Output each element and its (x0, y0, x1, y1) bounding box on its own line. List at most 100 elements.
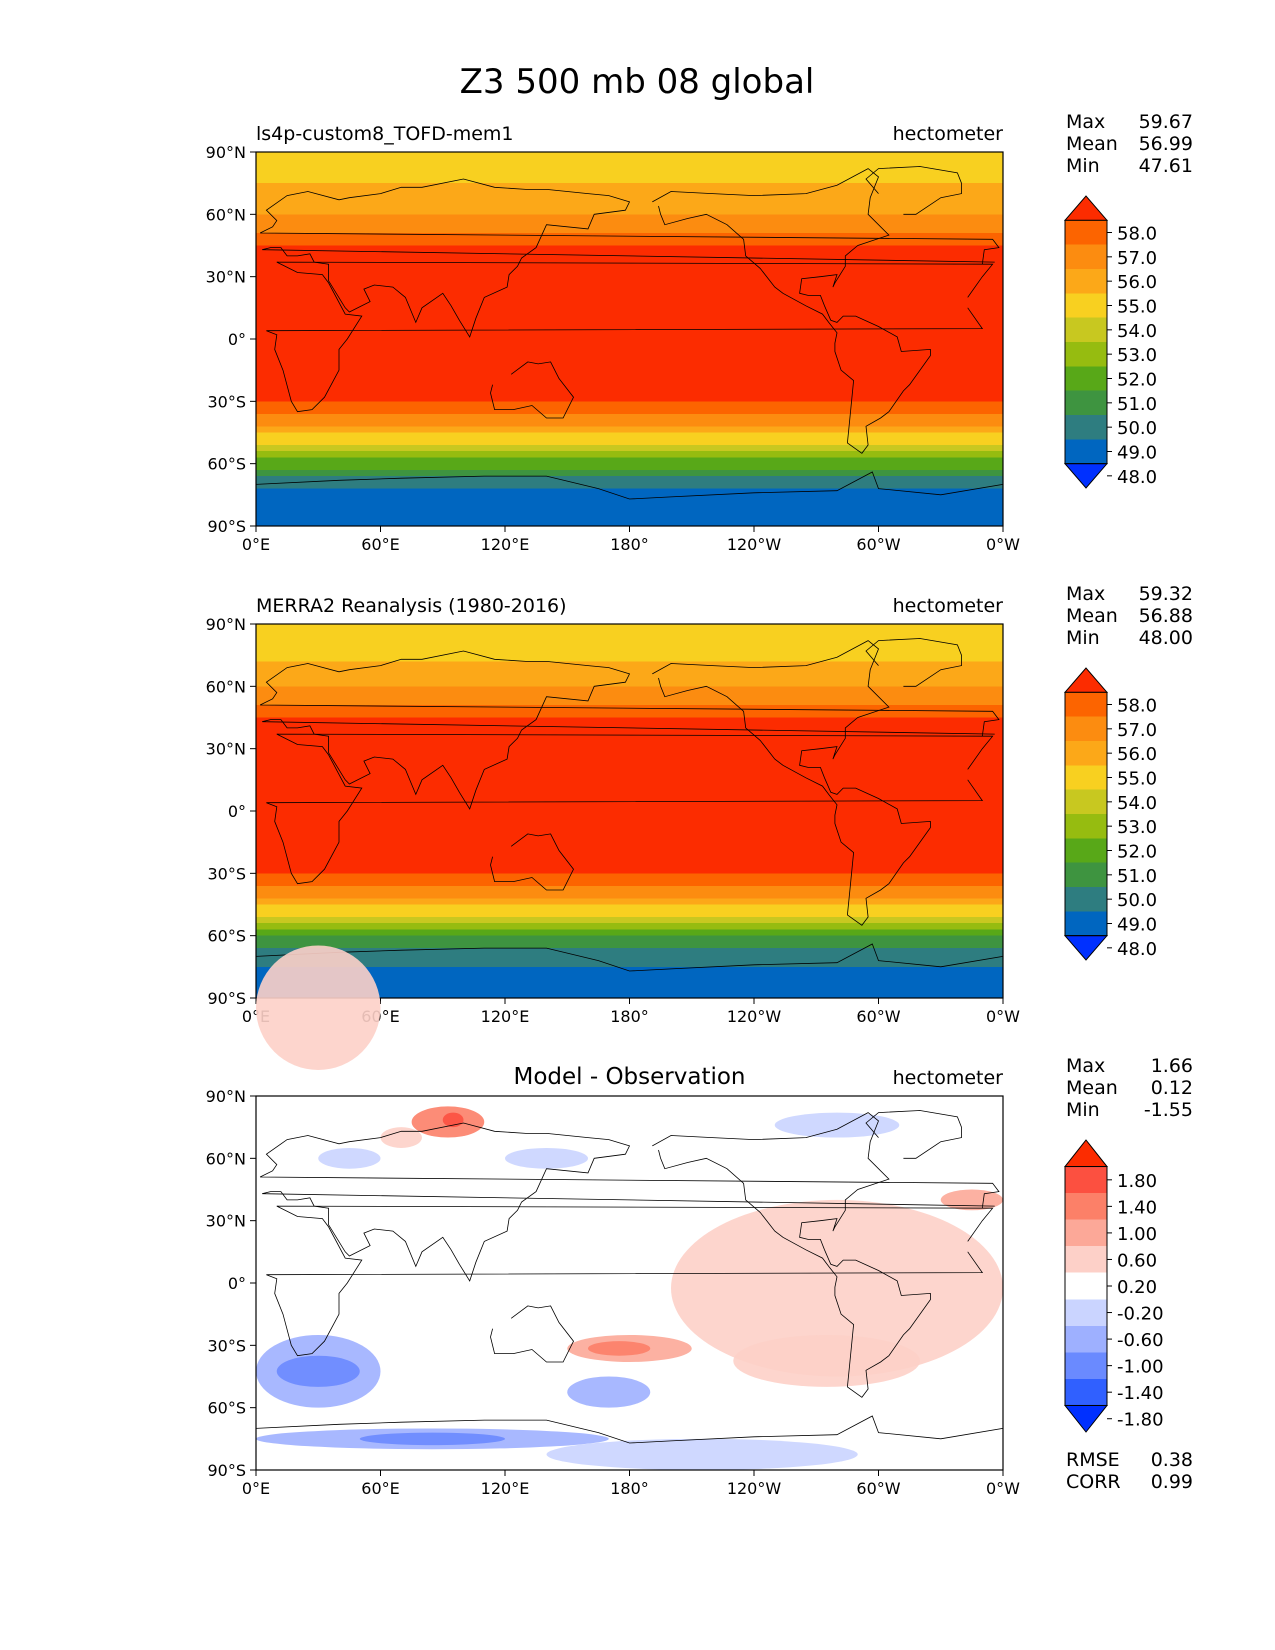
contour-band (256, 811, 1003, 818)
contour-band (256, 339, 1003, 346)
colorbar-label: -1.80 (1117, 1410, 1164, 1431)
y-tick-label: 60°S (207, 927, 246, 946)
colorbar-extend-bottom (1063, 463, 1109, 489)
contour-band (256, 823, 1003, 831)
panel-ref: 0°E 60°E 120°E 180° 120°W 60°W 0°W90°N60°N30°N… (206, 583, 1193, 1026)
stat-label: Min (1066, 155, 1100, 177)
colorbar-label: 1.80 (1117, 1171, 1157, 1192)
y-tick-label: 60°N (206, 1149, 246, 1168)
contour-band (256, 854, 1003, 862)
contour-band (256, 501, 1003, 508)
colorbar-segment (1065, 887, 1107, 912)
x-tick-label: 120°W (727, 1479, 782, 1498)
contour-band (256, 867, 1003, 874)
contour-band (256, 164, 1003, 172)
colorbar-label: 52.0 (1117, 370, 1157, 391)
colorbar-label: 58.0 (1117, 696, 1157, 717)
stat-value: 56.88 (1139, 605, 1193, 627)
coastline (266, 1205, 994, 1357)
contour-band (256, 513, 1003, 521)
y-tick-label: 60°N (206, 205, 246, 224)
stat-label: Min (1066, 627, 1100, 649)
figure-title: Z3 500 mb 08 global (460, 62, 815, 102)
stat-label: Max (1066, 111, 1105, 133)
contour-blob (774, 1112, 900, 1138)
contour-band (256, 189, 1003, 197)
stat-label: Mean (1066, 605, 1118, 627)
colorbar-segment (1065, 838, 1107, 864)
colorbar-segment (1065, 1378, 1107, 1406)
contour-band (256, 879, 1003, 887)
x-tick-label: 0°E (242, 535, 270, 554)
stat-label: Max (1066, 1055, 1105, 1077)
colorbar-segment (1065, 741, 1107, 766)
contour-band (256, 885, 1003, 893)
colorbar-label: 48.0 (1117, 939, 1157, 960)
colorbar-segment (1065, 814, 1107, 839)
x-tick-label: 120°W (727, 1007, 782, 1026)
contour-band (256, 401, 1003, 409)
y-tick-label: 30°N (206, 740, 246, 759)
colorbar-segment (1065, 1193, 1107, 1221)
colorbar-label: 48.0 (1117, 467, 1157, 488)
colorbar-extend-bottom (1063, 935, 1109, 961)
contour-band (256, 301, 1003, 309)
coastline (255, 943, 1004, 999)
contour-band (256, 736, 1003, 744)
contour-band (256, 723, 1003, 731)
panel-left-title: ls4p-custom8_TOFD-mem1 (256, 123, 514, 145)
contour-band (256, 476, 1003, 483)
contour-band (256, 507, 1003, 515)
contour-band (256, 916, 1003, 924)
contour-band (256, 388, 1003, 396)
contour-band (256, 692, 1003, 700)
colorbar-extend-top (1063, 195, 1109, 221)
y-tick-label: 0° (228, 1274, 246, 1293)
contour-band (256, 426, 1003, 434)
contour-band (256, 742, 1003, 750)
panel-test: 0°E 60°E 120°E 180° 120°W 60°W 0°W 90°N 60°N 30°N… (206, 111, 1193, 554)
colorbar-label: -0.60 (1117, 1330, 1164, 1351)
colorbar-label: 57.0 (1117, 248, 1157, 269)
contour-band (256, 413, 1003, 421)
coastline (259, 178, 1000, 338)
contour-band (256, 432, 1003, 440)
contour-band (256, 488, 1003, 496)
contour-band (256, 661, 1003, 669)
contour-band (256, 370, 1003, 377)
colorbar-segment (1065, 317, 1107, 343)
contour-band (256, 966, 1003, 974)
coastline (490, 361, 574, 419)
stat-value: 1.66 (1151, 1055, 1193, 1077)
contour-band (256, 991, 1003, 999)
colorbar-label: 56.0 (1117, 272, 1157, 293)
colorbar-segment (1065, 911, 1107, 937)
metric-value: 0.38 (1151, 1449, 1193, 1471)
contour-band (256, 941, 1003, 949)
coastline (490, 833, 574, 891)
contour-band (256, 792, 1003, 800)
x-tick-label: 180° (610, 1007, 649, 1026)
coastline (255, 1415, 1004, 1471)
contour-band (256, 214, 1003, 222)
colorbar-segment (1065, 1325, 1107, 1353)
colorbar-label: 55.0 (1117, 769, 1157, 790)
colorbar-label: 0.60 (1117, 1250, 1157, 1271)
colorbar-label: 53.0 (1117, 345, 1157, 366)
contour-band (256, 630, 1003, 638)
stat-value: 56.99 (1139, 133, 1193, 155)
panel-left-title: MERRA2 Reanalysis (1980-2016) (256, 595, 567, 617)
contour-band (256, 761, 1003, 768)
y-tick-label: 30°S (207, 392, 246, 411)
stat-label: Min (1066, 1099, 1100, 1121)
stat-value: 59.32 (1139, 583, 1193, 605)
contour-band (256, 680, 1003, 687)
contour-band (256, 208, 1003, 215)
contour-band (256, 345, 1003, 353)
colorbar-segment (1065, 415, 1107, 440)
colorbar-label: 58.0 (1117, 224, 1157, 245)
contour-band (256, 245, 1003, 253)
x-tick-label: 0°W (986, 1479, 1020, 1498)
contour-band (256, 307, 1003, 315)
colorbar-segment (1065, 1166, 1107, 1194)
